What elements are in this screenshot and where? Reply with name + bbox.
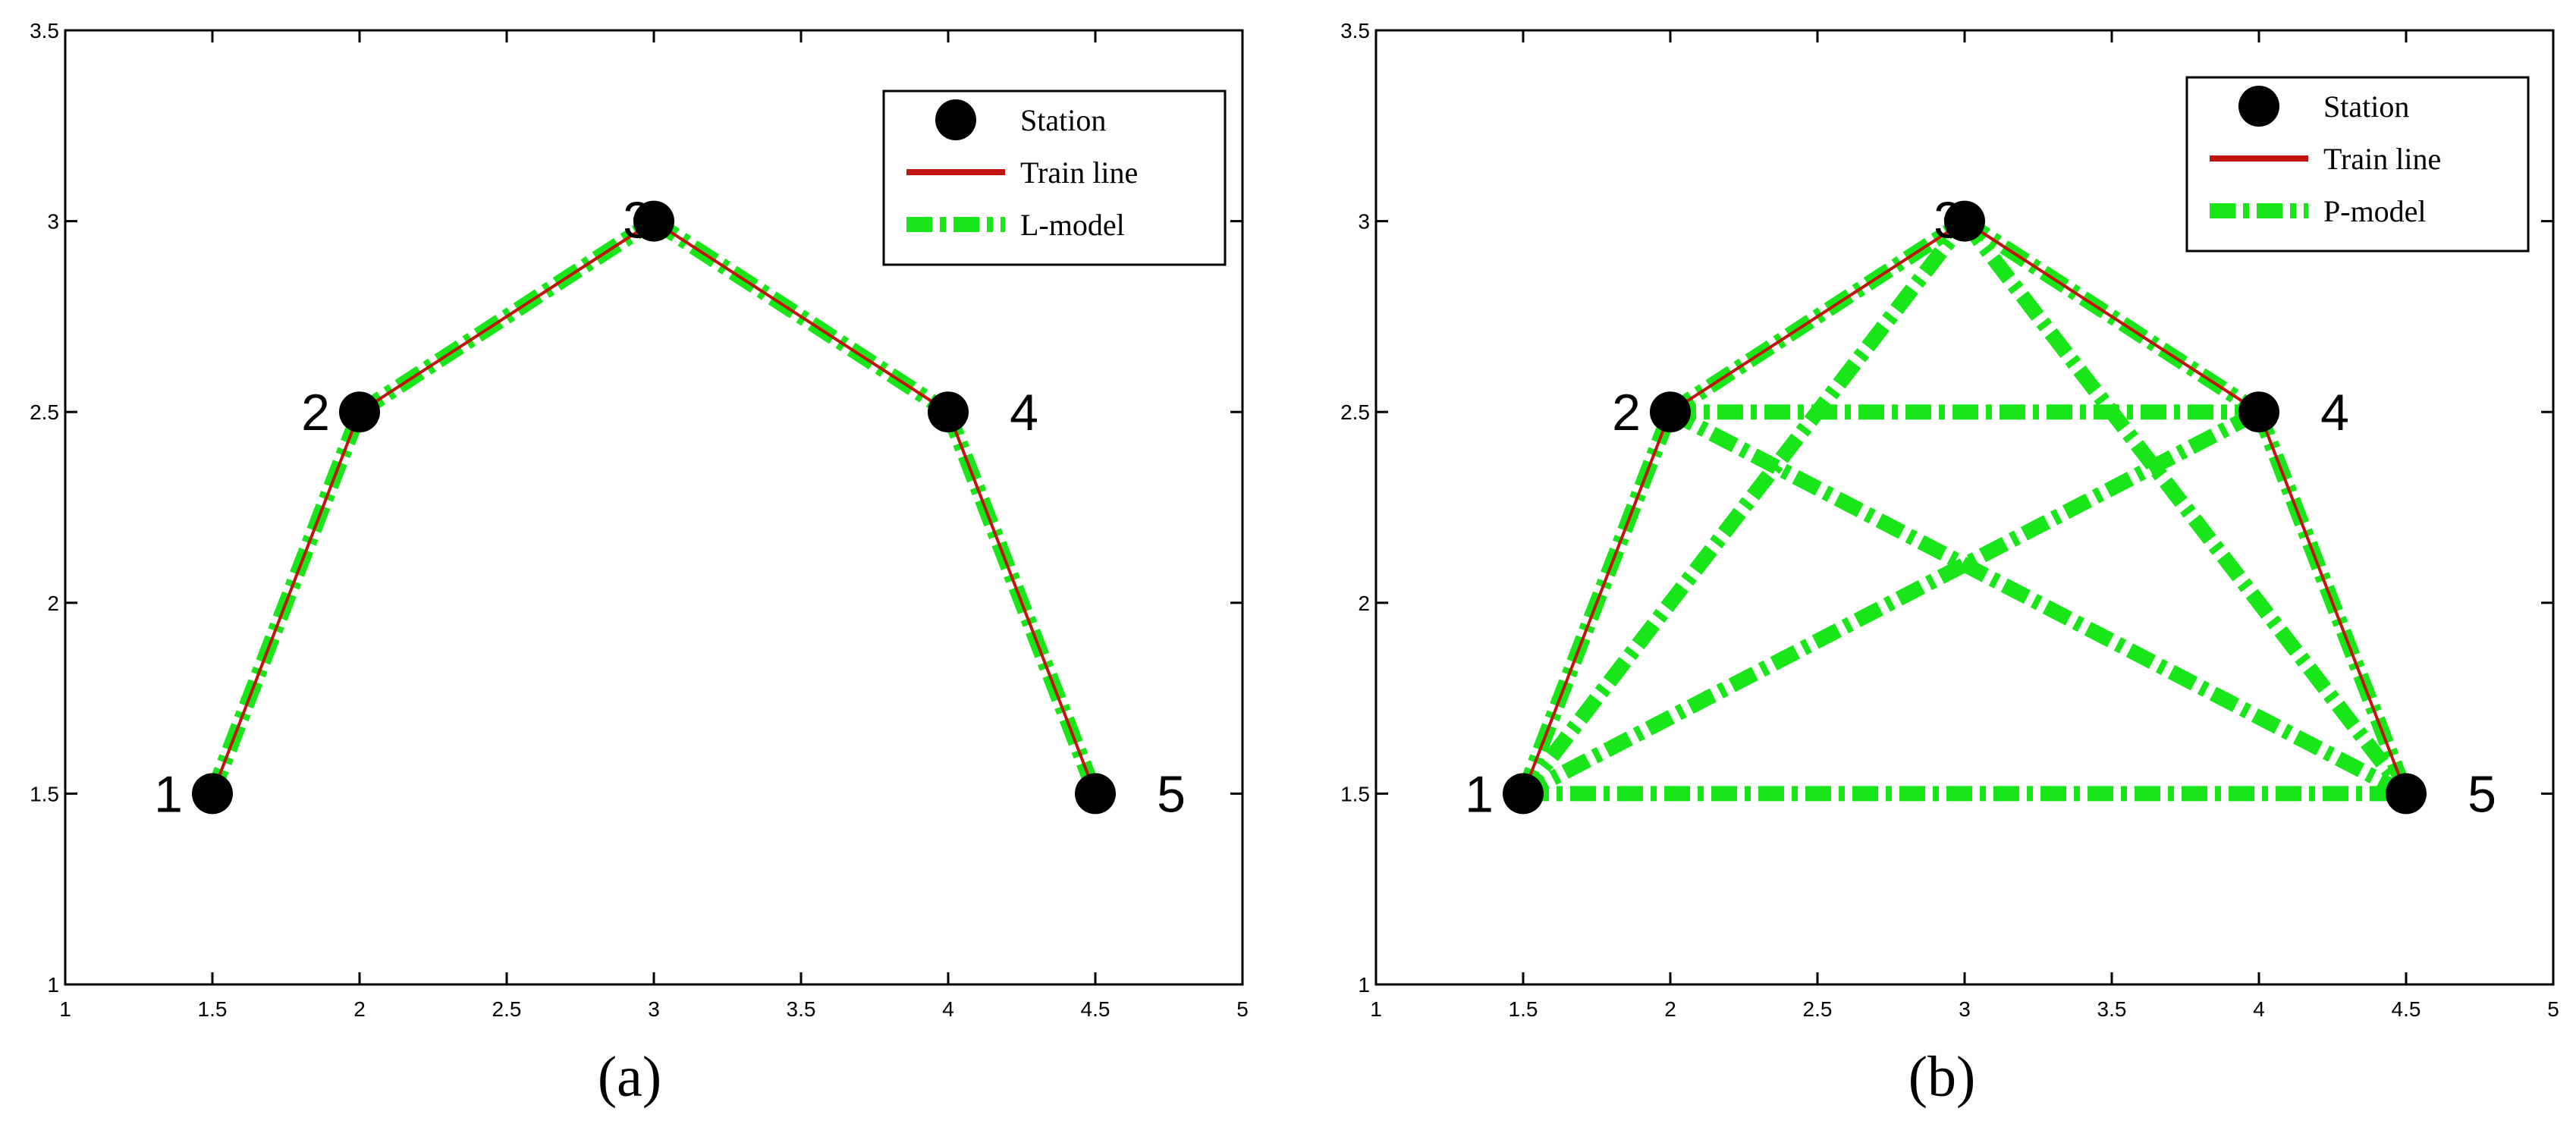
panel-caption: (b): [1908, 1045, 1976, 1109]
y-tick-label: 2: [47, 592, 59, 615]
model-segment: [1667, 405, 2410, 801]
station-label: 2: [301, 384, 330, 441]
y-tick-label: 2.5: [1340, 400, 1370, 424]
x-tick-label: 2.5: [1803, 997, 1833, 1021]
station-marker: [192, 773, 233, 815]
y-tick-label: 1.5: [1340, 782, 1370, 805]
panel-b: 1 1.5 2 2.5 3 3.5 4 4.5 5 1 1.5 2 2.5 3 3.5 1 2 3 4 5 Statio…: [1340, 19, 2559, 1109]
legend-entry: Train line: [2323, 142, 2441, 176]
x-tick-label: 4: [942, 997, 954, 1021]
y-tick-label: 1: [1358, 973, 1370, 997]
x-tick-label: 2: [1664, 997, 1676, 1021]
panel-caption: (a): [598, 1045, 661, 1109]
legend-station-icon: [2238, 86, 2279, 127]
y-tick-label: 2.5: [30, 400, 59, 424]
x-tick-label: 3.5: [2097, 997, 2127, 1021]
legend-station-icon: [935, 99, 976, 140]
station-label: 5: [1157, 765, 1186, 823]
panel-a: 1 1.5 2 2.5 3 3.5 4 4.5 5 1 1.5 2 2.5 3 3.5 1 2 3 4 5 Statio…: [30, 19, 1249, 1109]
station-label: 4: [2320, 384, 2349, 441]
y-tick-label: 3.5: [30, 19, 59, 42]
station-marker: [2386, 773, 2427, 815]
model-segment: [1959, 216, 2412, 799]
legend-entry: Station: [2323, 89, 2409, 124]
station-marker: [1075, 773, 1116, 815]
station-marker: [1944, 200, 1985, 242]
station-marker: [633, 200, 674, 242]
x-tick-label: 2: [353, 997, 366, 1021]
y-tick-label: 1: [47, 973, 59, 997]
station-label: 4: [1010, 384, 1038, 441]
station-marker: [928, 391, 969, 433]
station-label: 3: [1934, 192, 1962, 250]
y-tick-label: 3.5: [1340, 19, 1370, 42]
x-tick-label: 4.5: [1081, 997, 1111, 1021]
x-tick-label: 4.5: [2392, 997, 2421, 1021]
station-marker: [339, 391, 380, 433]
x-tick-label: 3: [648, 997, 660, 1021]
station-label: 2: [1612, 384, 1641, 441]
station-marker: [1650, 391, 1691, 433]
station-label: 1: [154, 765, 183, 823]
station-label: 1: [1465, 765, 1494, 823]
model-segment: [1517, 216, 1971, 799]
station-label: 5: [2468, 765, 2496, 823]
legend: Station Train line L-model: [882, 89, 1227, 266]
legend: Station Train line P-model: [2185, 76, 2530, 253]
y-tick-label: 1.5: [30, 782, 59, 805]
legend-entry: Station: [1020, 103, 1106, 137]
legend-entry: L-model: [1020, 208, 1125, 242]
station-marker: [1503, 773, 1544, 815]
x-tick-label: 2.5: [492, 997, 522, 1021]
y-tick-label: 3: [1358, 210, 1370, 234]
x-tick-label: 4: [2253, 997, 2265, 1021]
x-tick-label: 1: [59, 997, 71, 1021]
x-tick-label: 3.5: [787, 997, 816, 1021]
y-tick-label: 3: [47, 210, 59, 234]
x-tick-label: 3: [1959, 997, 1971, 1021]
x-tick-label: 5: [1236, 997, 1249, 1021]
legend-entry: Train line: [1020, 155, 1138, 190]
station-marker: [2238, 391, 2279, 433]
x-tick-label: 1: [1370, 997, 1382, 1021]
y-tick-label: 2: [1358, 592, 1370, 615]
station-label: 3: [623, 192, 652, 250]
model-segment: [1519, 405, 2263, 801]
x-tick-label: 5: [2547, 997, 2559, 1021]
legend-entry: P-model: [2323, 194, 2427, 228]
x-tick-label: 1.5: [198, 997, 228, 1021]
x-tick-label: 1.5: [1509, 997, 1538, 1021]
